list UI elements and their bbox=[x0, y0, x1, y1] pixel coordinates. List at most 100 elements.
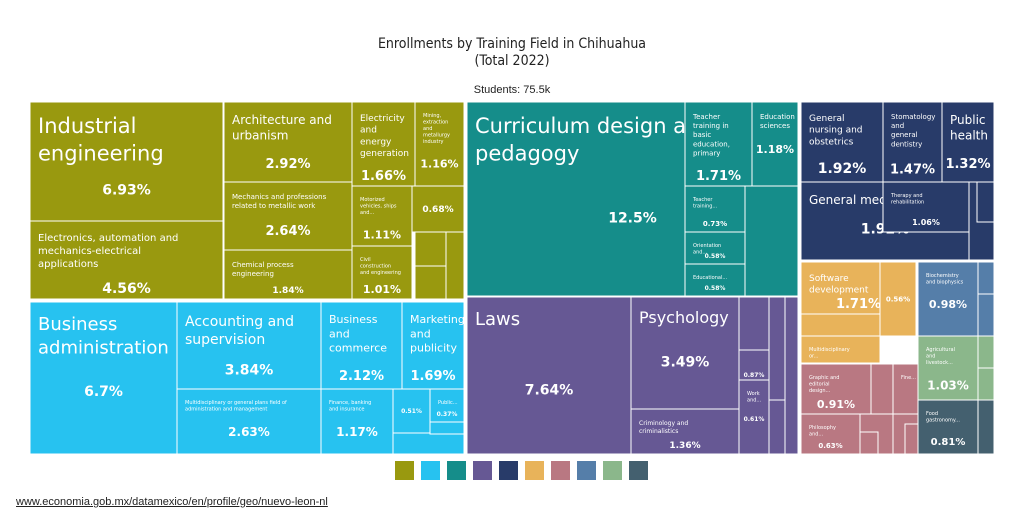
treemap-tile-minor-11[interactable] bbox=[784, 296, 799, 455]
legend-swatch-0[interactable] bbox=[395, 461, 414, 480]
tile-label-21: Teacher training... bbox=[692, 197, 718, 210]
tile-value-12: 2.63% bbox=[228, 425, 270, 439]
tile-label-36: Multidisciplinary or... bbox=[809, 347, 850, 360]
treemap-tile-16[interactable] bbox=[392, 388, 431, 434]
tile-value-13: 2.12% bbox=[339, 369, 384, 384]
tile-label-10: Business administration bbox=[38, 314, 169, 358]
tile-value-26: 1.36% bbox=[669, 441, 700, 451]
treemap-tile-20[interactable] bbox=[751, 101, 799, 187]
tile-label-1: Electronics, automation and mechanics-ele… bbox=[38, 233, 178, 270]
legend-swatch-7[interactable] bbox=[577, 461, 596, 480]
tile-value-1: 4.56% bbox=[102, 281, 151, 297]
tile-label-25: Psychology bbox=[639, 308, 729, 327]
tile-value-4: 1.84% bbox=[272, 286, 303, 296]
tile-label-41: Agricultural and livestock... bbox=[926, 347, 955, 366]
tile-label-4: Chemical process engineering bbox=[232, 261, 294, 278]
treemap-tile-minor-1[interactable] bbox=[445, 231, 465, 300]
treemap-tile-38[interactable] bbox=[800, 413, 861, 455]
chart-subtitle: Students: 75.5k bbox=[473, 84, 551, 96]
tile-label-26: Criminology and criminalistics bbox=[639, 420, 688, 435]
tile-value-17: 0.37% bbox=[437, 411, 458, 418]
treemap-tile-36[interactable] bbox=[800, 335, 881, 364]
treemap-tile-31[interactable] bbox=[941, 101, 995, 183]
tile-value-25: 3.49% bbox=[661, 354, 710, 370]
treemap-tile-minor-26[interactable] bbox=[977, 335, 995, 369]
treemap-tile-17[interactable] bbox=[429, 388, 465, 423]
treemap-tile-28[interactable] bbox=[738, 379, 770, 455]
tile-label-34: Software development bbox=[809, 274, 869, 296]
tile-value-33: 1.06% bbox=[912, 218, 940, 227]
tile-label-33: Therapy and rehabilitation bbox=[890, 193, 924, 206]
treemap-tile-23[interactable] bbox=[684, 263, 746, 297]
legend-swatch-8[interactable] bbox=[603, 461, 622, 480]
tile-value-11: 3.84% bbox=[225, 362, 274, 378]
treemap-tile-21[interactable] bbox=[684, 185, 746, 233]
tile-label-18: Curriculum design and pedagogy bbox=[475, 114, 713, 165]
tile-label-8: Civil construction and engineering bbox=[360, 257, 401, 276]
treemap-tile-minor-22[interactable] bbox=[904, 423, 919, 455]
tile-value-20: 1.18% bbox=[756, 143, 794, 156]
treemap-tile-1[interactable] bbox=[29, 220, 224, 300]
tile-value-24: 7.64% bbox=[525, 382, 574, 398]
legend-swatch-2[interactable] bbox=[447, 461, 466, 480]
tile-value-29: 1.92% bbox=[818, 161, 867, 177]
treemap-tile-10[interactable] bbox=[29, 301, 178, 455]
treemap-tile-minor-23[interactable] bbox=[859, 431, 879, 455]
treemap-tile-42[interactable] bbox=[917, 399, 979, 455]
legend-swatch-4[interactable] bbox=[499, 461, 518, 480]
treemap-tile-minor-12[interactable] bbox=[768, 399, 786, 455]
treemap-tile-0[interactable] bbox=[29, 101, 224, 222]
tile-label-37: Graphic and editorial design... bbox=[809, 375, 839, 394]
treemap-tile-2[interactable] bbox=[223, 101, 353, 183]
treemap-tile-minor-18[interactable] bbox=[800, 313, 881, 337]
treemap-tile-minor-9[interactable] bbox=[738, 296, 770, 351]
tile-label-7: Motorized vehicles, ships and... bbox=[360, 197, 397, 216]
tile-label-19: Teacher training in basic education, primary bbox=[692, 113, 730, 157]
legend-swatch-6[interactable] bbox=[551, 461, 570, 480]
treemap-tile-33[interactable] bbox=[882, 181, 970, 233]
treemap-tile-15[interactable] bbox=[320, 388, 394, 455]
tile-value-40: 0.98% bbox=[929, 298, 967, 311]
legend-swatch-3[interactable] bbox=[473, 461, 492, 480]
treemap-tile-6[interactable] bbox=[414, 101, 465, 187]
tile-value-14: 1.69% bbox=[410, 369, 455, 384]
legend-swatch-9[interactable] bbox=[629, 461, 648, 480]
treemap-tile-37[interactable] bbox=[800, 363, 872, 415]
treemap-tile-12[interactable] bbox=[176, 388, 322, 455]
treemap-tile-minor-24[interactable] bbox=[977, 261, 995, 295]
treemap-tile-14[interactable] bbox=[401, 301, 465, 390]
legend-swatch-5[interactable] bbox=[525, 461, 544, 480]
treemap-tile-minor-28[interactable] bbox=[977, 399, 995, 455]
tile-value-28: 0.61% bbox=[744, 416, 765, 423]
tile-label-31: Public health bbox=[950, 113, 988, 143]
treemap-tile-minor-4[interactable] bbox=[429, 421, 465, 435]
treemap-tile-41[interactable] bbox=[917, 335, 979, 401]
legend-swatch-1[interactable] bbox=[421, 461, 440, 480]
group-separator-3 bbox=[467, 296, 798, 297]
tile-value-30: 1.47% bbox=[890, 162, 935, 177]
treemap-tile-minor-27[interactable] bbox=[977, 367, 995, 401]
tile-label-12: Multidisciplinary or general plans field… bbox=[185, 400, 287, 413]
treemap-tile-7[interactable] bbox=[351, 185, 413, 247]
tile-value-31: 1.32% bbox=[945, 157, 990, 172]
treemap-tile-5[interactable] bbox=[351, 101, 416, 187]
source-link[interactable]: www.economia.gob.mx/datamexico/en/profil… bbox=[16, 496, 328, 508]
treemap-tile-3[interactable] bbox=[223, 181, 353, 251]
treemap-tile-8[interactable] bbox=[351, 245, 413, 300]
group-separator-0 bbox=[465, 102, 467, 454]
tile-value-23: 0.58% bbox=[705, 285, 726, 292]
treemap-tile-9[interactable] bbox=[411, 185, 465, 233]
treemap-tile-30[interactable] bbox=[882, 101, 943, 183]
treemap-tile-22[interactable] bbox=[684, 231, 746, 265]
tile-value-41: 1.03% bbox=[927, 379, 969, 393]
treemap-tile-39[interactable] bbox=[892, 363, 919, 415]
treemap-tile-24[interactable] bbox=[466, 296, 632, 455]
tile-value-10: 6.7% bbox=[84, 384, 123, 400]
tile-label-40: Biochemistry and biophysics bbox=[926, 273, 964, 286]
treemap-tile-minor-25[interactable] bbox=[977, 293, 995, 337]
treemap-tile-minor-14[interactable] bbox=[976, 181, 995, 223]
treemap-tile-minor-20[interactable] bbox=[870, 363, 894, 415]
group-separator-1 bbox=[798, 102, 801, 454]
treemap-tile-minor-2[interactable] bbox=[414, 265, 447, 300]
tile-value-42: 0.81% bbox=[931, 437, 966, 448]
